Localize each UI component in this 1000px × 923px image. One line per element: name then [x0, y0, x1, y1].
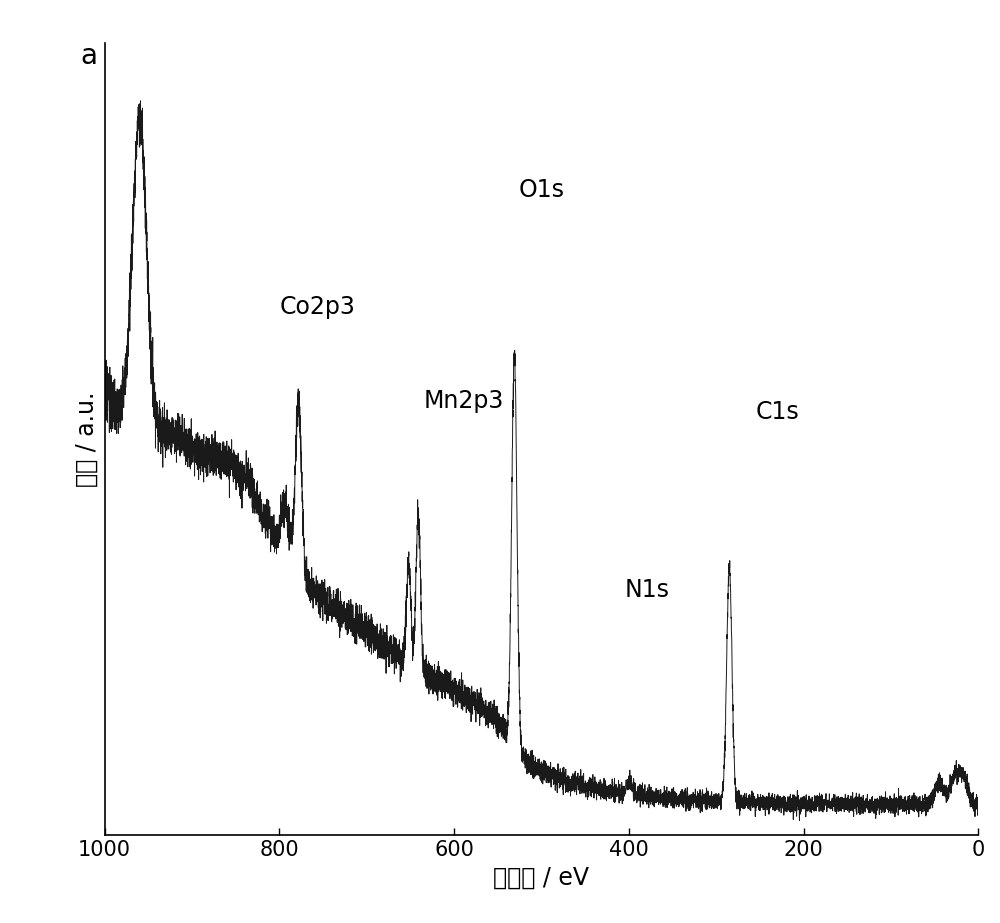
- X-axis label: 束缚能 / eV: 束缚能 / eV: [493, 866, 589, 890]
- Text: O1s: O1s: [519, 178, 565, 202]
- Text: C1s: C1s: [756, 400, 799, 424]
- Text: Co2p3: Co2p3: [279, 294, 355, 318]
- Y-axis label: 强度 / a.u.: 强度 / a.u.: [75, 391, 99, 486]
- Text: Mn2p3: Mn2p3: [423, 389, 504, 413]
- Text: N1s: N1s: [624, 578, 669, 602]
- Text: a: a: [80, 42, 97, 69]
